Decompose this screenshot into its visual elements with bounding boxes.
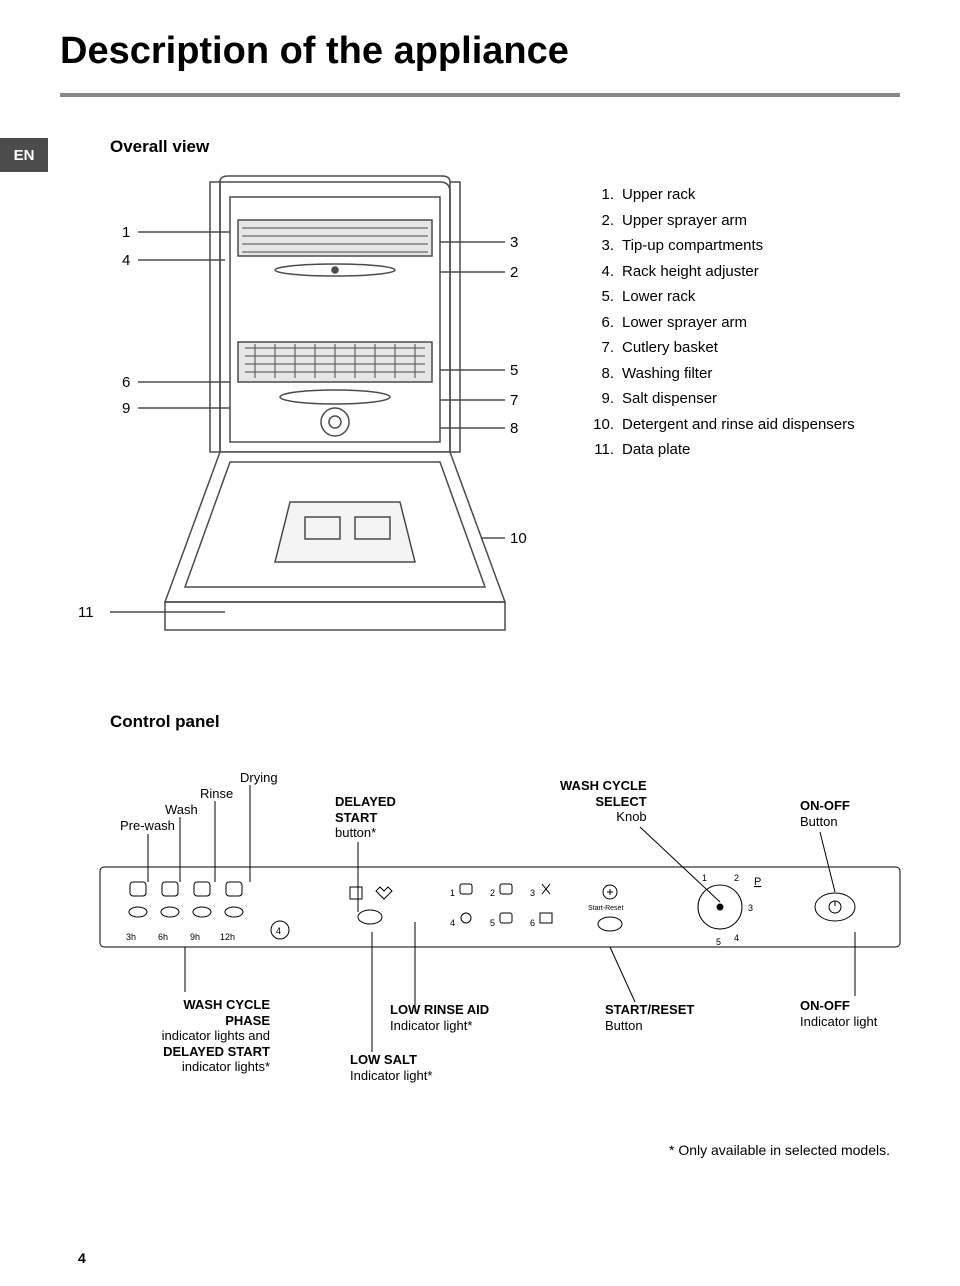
part-num: 9.	[590, 386, 614, 412]
callout-7: 7	[510, 392, 518, 409]
page-number: 4	[78, 1250, 86, 1266]
label-onoff-indicator: ON-OFF Indicator light	[800, 998, 877, 1029]
delay-6h: 6h	[158, 932, 168, 942]
part-num: 11.	[590, 437, 614, 463]
part-label: Cutlery basket	[622, 335, 718, 361]
part-label: Salt dispenser	[622, 386, 717, 412]
part-label: Lower rack	[622, 284, 695, 310]
svg-text:4: 4	[450, 918, 455, 928]
label-low-salt: LOW SALT Indicator light*	[350, 1052, 432, 1083]
callout-4: 4	[122, 252, 130, 269]
part-num: 7.	[590, 335, 614, 361]
svg-text:4: 4	[276, 926, 281, 936]
part-num: 10.	[590, 412, 614, 438]
svg-text:6: 6	[530, 918, 535, 928]
part-num: 5.	[590, 284, 614, 310]
part-label: Washing filter	[622, 361, 712, 387]
control-panel-heading: Control panel	[110, 712, 900, 732]
appliance-diagram: 1 4 6 9 3 2 5 7 8 10 11	[110, 172, 570, 672]
part-num: 8.	[590, 361, 614, 387]
control-panel-diagram: Pre-wash Wash Rinse Drying DELAYED START…	[80, 752, 920, 1112]
label-low-rinse-aid: LOW RINSE AID Indicator light*	[390, 1002, 489, 1033]
callout-2: 2	[510, 264, 518, 281]
part-label: Lower sprayer arm	[622, 310, 747, 336]
delay-9h: 9h	[190, 932, 200, 942]
callout-11: 11	[78, 604, 94, 621]
part-label: Upper sprayer arm	[622, 208, 747, 234]
svg-text:Start-Reset: Start-Reset	[588, 905, 623, 912]
part-label: Upper rack	[622, 182, 695, 208]
title-rule	[60, 93, 900, 97]
language-badge: EN	[0, 138, 48, 172]
part-num: 4.	[590, 259, 614, 285]
callout-5: 5	[510, 362, 518, 379]
label-start-reset: START/RESET Button	[605, 1002, 694, 1033]
callout-3: 3	[510, 234, 518, 251]
part-label: Rack height adjuster	[622, 259, 759, 285]
part-label: Tip-up compartments	[622, 233, 763, 259]
callout-8: 8	[510, 420, 518, 437]
part-num: 1.	[590, 182, 614, 208]
svg-text:2: 2	[490, 888, 495, 898]
svg-text:P: P	[754, 876, 761, 888]
svg-text:3: 3	[530, 888, 535, 898]
svg-text:4: 4	[734, 933, 739, 943]
parts-list: 1. Upper rack 2. Upper sprayer arm 3. Tip-u…	[590, 172, 855, 463]
part-num: 6.	[590, 310, 614, 336]
overall-view-heading: Overall view	[110, 137, 900, 157]
svg-text:1: 1	[702, 873, 707, 883]
svg-text:2: 2	[734, 873, 739, 883]
overall-view-section: Overall view 1 4 6 9 3 2 5 7 8 10 11	[60, 137, 900, 672]
page-title: Description of the appliance	[60, 30, 900, 73]
footnote: * Only available in selected models.	[60, 1142, 900, 1158]
delay-3h: 3h	[126, 932, 136, 942]
callout-10: 10	[510, 530, 527, 547]
label-wash-cycle-phase: WASH CYCLE PHASE indicator lights and DE…	[130, 997, 270, 1075]
svg-text:5: 5	[490, 918, 495, 928]
svg-text:5: 5	[716, 937, 721, 947]
svg-text:1: 1	[450, 888, 455, 898]
part-label: Data plate	[622, 437, 690, 463]
callout-1: 1	[122, 224, 130, 241]
callout-6: 6	[122, 374, 130, 391]
svg-text:3: 3	[748, 903, 753, 913]
delay-12h: 12h	[220, 932, 235, 942]
part-num: 3.	[590, 233, 614, 259]
dishwasher-svg	[110, 172, 570, 672]
part-label: Detergent and rinse aid dispensers	[622, 412, 855, 438]
control-panel-section: Control panel Pre-wash Wash Rinse Drying…	[60, 712, 900, 1112]
part-num: 2.	[590, 208, 614, 234]
callout-9: 9	[122, 400, 130, 417]
